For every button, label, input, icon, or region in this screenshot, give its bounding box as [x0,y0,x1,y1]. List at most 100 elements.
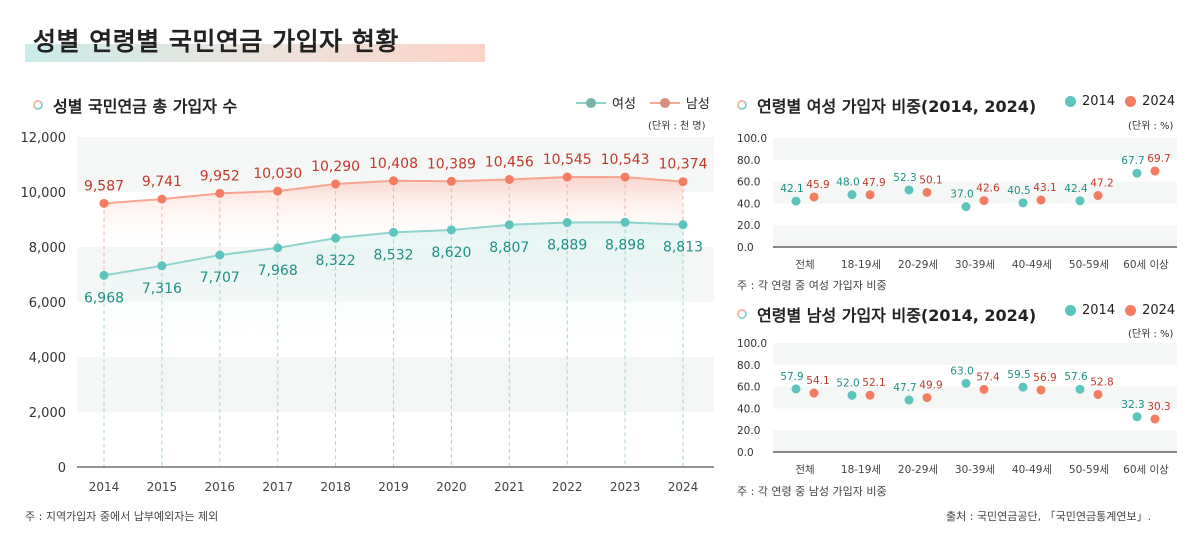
female-point [446,225,456,235]
male-data-label: 9,741 [142,174,182,190]
y-tick-label: 0 [58,461,66,476]
male-point [273,186,283,196]
data-label-2024: 57.4 [976,371,1000,383]
data-label-2014: 52.3 [893,172,916,184]
data-label-2024: 43.1 [1033,182,1056,194]
data-label-2014: 47.7 [893,382,916,394]
data-label-2014: 32.3 [1121,399,1144,411]
female-point [678,220,688,230]
x-tick-label: 20-29세 [898,259,938,271]
data-label-2014: 37.0 [950,189,973,201]
legend-female-marker-icon [576,101,606,104]
female-point [157,261,167,271]
male-data-label: 10,290 [311,159,360,175]
data-label-2024: 47.9 [862,177,885,189]
y-tick-label: 20.0 [737,425,760,437]
female-data-label: 7,316 [142,281,182,297]
chart1-note: 주 : 지역가입자 중에서 납부예외자는 제외 [25,510,219,523]
y-tick-label: 4,000 [29,351,66,366]
data-label-2024: 47.2 [1090,178,1113,190]
male-point [215,188,225,198]
x-tick-label: 18-19세 [841,259,881,271]
y-tick-label: 8,000 [29,241,66,256]
male-data-label: 10,408 [369,156,418,172]
point-2024 [1036,385,1046,395]
x-tick-label: 전체 [795,464,814,476]
female-data-label: 8,532 [373,247,413,263]
x-tick-label: 전체 [795,259,814,271]
chart3-title-wrap: 연령별 남성 가입자 비중(2014, 2024) [737,302,1036,326]
x-tick-label: 2020 [436,480,467,494]
point-2014 [1132,168,1142,178]
y-tick-label: 80.0 [737,360,760,372]
male-point [389,176,398,186]
male-data-label: 9,952 [200,168,240,184]
point-2024 [1150,414,1160,424]
point-2014 [1075,196,1085,206]
data-label-2024: 42.6 [976,183,1000,195]
chart3-title: 연령별 남성 가입자 비중(2014, 2024) [757,306,1037,325]
page-title-wrap: 성별 연령별 국민연금 가입자 현황 [25,22,485,62]
female-point [389,227,398,237]
data-label-2024: 50.1 [919,174,942,186]
chart2-legend: 2014 2024 [1055,94,1175,109]
x-tick-label: 2018 [320,480,351,494]
point-2024 [1150,166,1160,176]
data-label-2014: 48.0 [836,177,859,189]
grid-band [773,430,1177,452]
female-data-label: 8,898 [605,237,645,253]
x-tick-label: 2015 [147,480,178,494]
x-tick-label: 60세 이상 [1123,464,1169,476]
point-2024 [809,192,819,202]
point-2024 [1093,191,1103,201]
x-tick-label: 2023 [610,480,641,494]
grid-band [773,138,1177,160]
point-2014 [1018,198,1028,208]
data-label-2014: 63.0 [950,365,973,377]
chart2-title-wrap: 연령별 여성 가입자 비중(2014, 2024) [737,93,1036,117]
y-tick-label: 12,000 [21,131,67,146]
chart3-unit: (단위 : %) [1128,329,1174,340]
female-point [215,250,225,260]
legend-2024-dot-icon [1125,305,1137,316]
legend-2014-label: 2014 [1082,303,1116,318]
point-2014 [1075,384,1085,394]
point-2014 [847,390,857,400]
point-2024 [979,196,989,206]
male-data-label: 9,587 [84,178,124,194]
data-label-2024: 54.1 [806,375,829,387]
chart1-legend: 여성 남성 [576,93,710,112]
ring-bullet-icon [33,100,43,110]
female-data-label: 8,807 [489,240,529,256]
female-data-label: 8,813 [663,240,703,256]
point-2014 [961,378,971,388]
x-tick-label: 2022 [552,480,583,494]
data-label-2014: 42.4 [1064,183,1088,195]
male-data-label: 10,456 [485,154,534,170]
data-label-2024: 52.8 [1090,376,1113,388]
x-tick-label: 2024 [668,480,699,494]
female-data-label: 6,968 [84,290,124,306]
ring-bullet-icon [737,309,747,319]
data-label-2024: 52.1 [862,377,885,389]
female-data-label: 8,322 [316,253,356,269]
y-tick-label: 6,000 [29,296,66,311]
y-tick-label: 20.0 [737,220,760,232]
female-data-label: 7,968 [258,263,298,279]
data-label-2024: 30.3 [1147,401,1170,413]
ring-bullet-icon [737,100,747,110]
point-2024 [979,384,989,394]
male-point [446,176,456,186]
male-point [504,174,514,184]
grid-band [773,386,1177,409]
y-tick-label: 80.0 [737,155,760,167]
legend-2014-label: 2014 [1082,94,1116,109]
male-data-label: 10,030 [253,166,302,182]
y-tick-label: 60.0 [737,177,760,189]
chart2-unit: (단위 : %) [1128,121,1174,132]
point-2014 [1018,382,1028,392]
point-2014 [961,202,971,212]
y-tick-label: 0.0 [737,242,754,254]
